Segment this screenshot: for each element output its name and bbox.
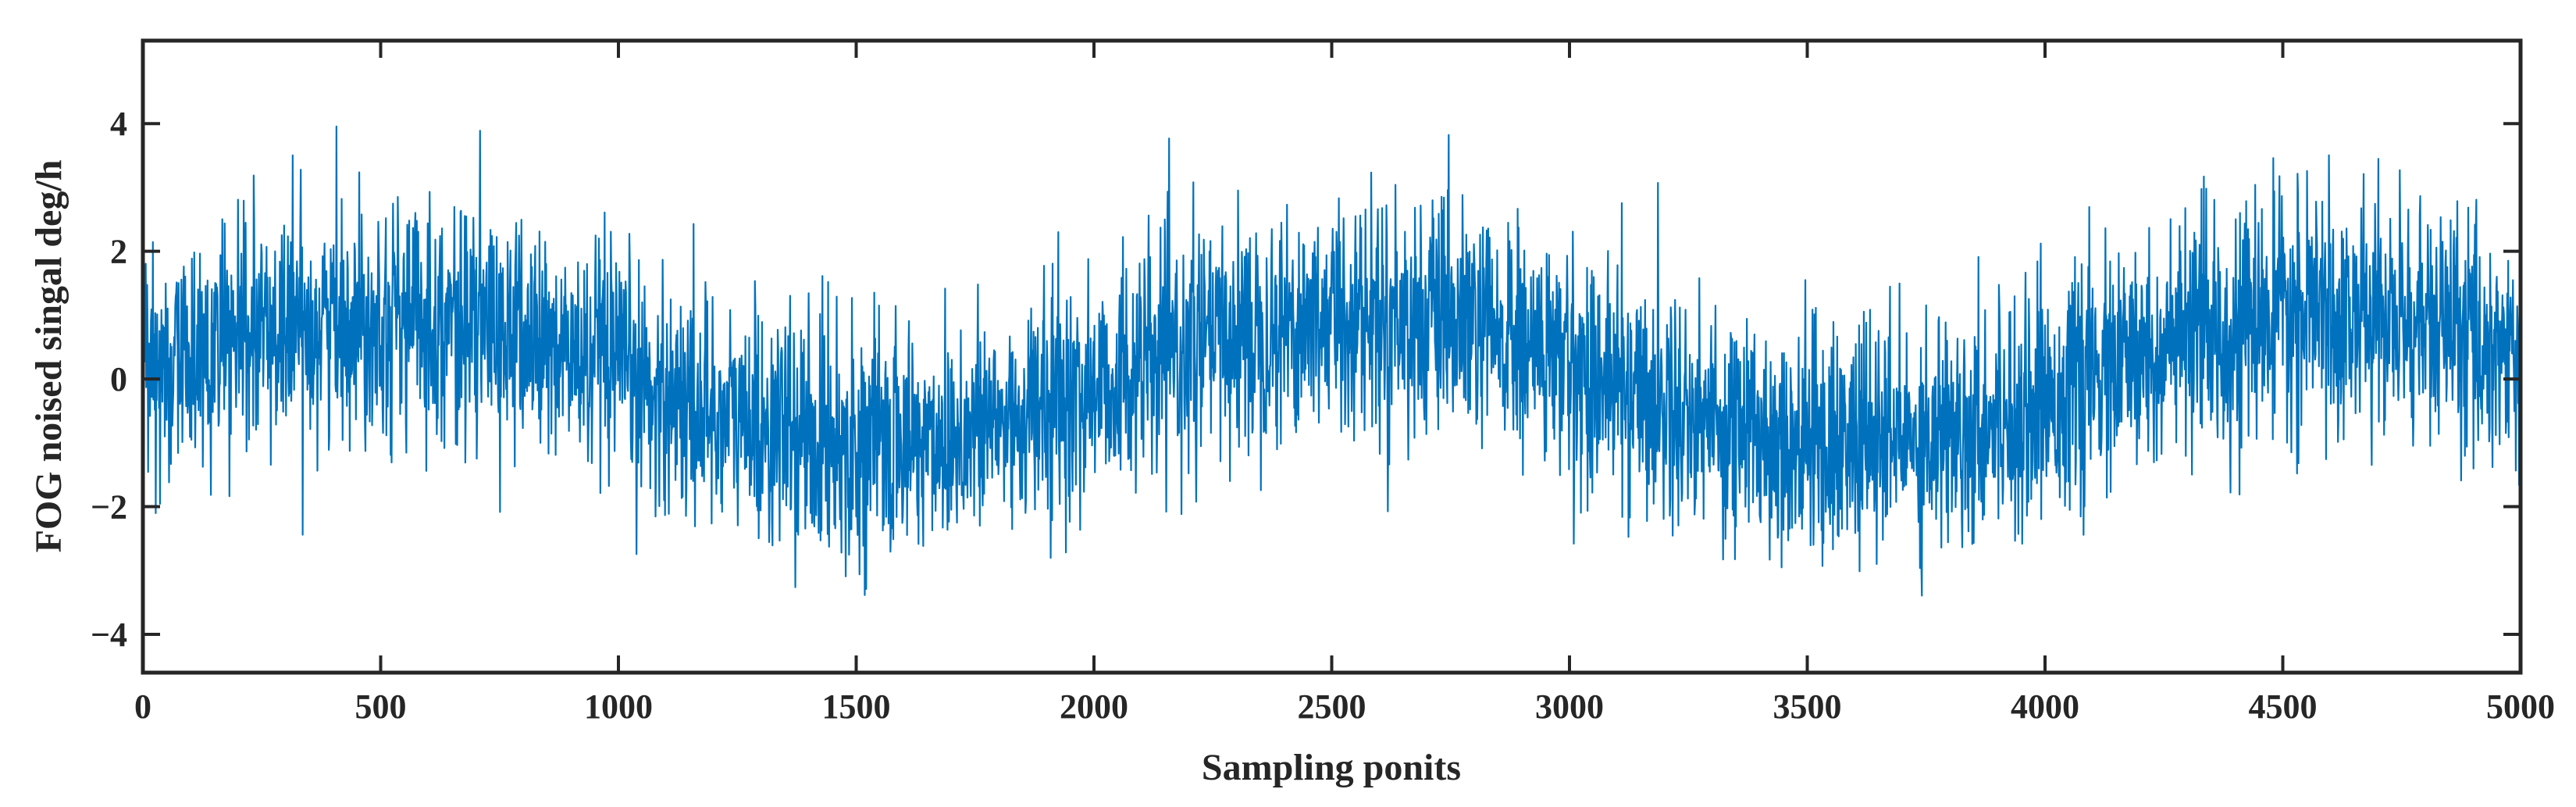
y-tick-label: 4 — [110, 105, 127, 143]
x-tick-label: 0 — [134, 687, 151, 726]
y-tick-label: 2 — [110, 233, 127, 271]
y-tick-label: −2 — [91, 488, 127, 527]
x-tick-label: 3000 — [1535, 687, 1604, 726]
x-axis-ticks: 0 500 1000 1500 2000 2500 3000 3500 4000 4500 5000 — [134, 41, 2555, 726]
x-tick-label: 4500 — [2249, 687, 2318, 726]
series-layer — [142, 125, 2522, 597]
x-tick-label: 2500 — [1298, 687, 1366, 726]
x-tick-label: 1000 — [584, 687, 653, 726]
x-tick-label: 2000 — [1060, 687, 1128, 726]
x-axis-label: Sampling ponits — [1202, 747, 1461, 788]
y-axis-ticks: −4 −2 0 2 4 — [91, 105, 2521, 654]
x-tick-label: 500 — [355, 687, 407, 726]
series-line — [142, 125, 2522, 597]
x-tick-label: 1500 — [822, 687, 891, 726]
y-tick-label: −4 — [91, 616, 127, 654]
x-tick-label: 5000 — [2486, 687, 2555, 726]
x-tick-label: 4000 — [2011, 687, 2079, 726]
y-tick-label: 0 — [110, 360, 127, 398]
x-tick-label: 3500 — [1773, 687, 1842, 726]
y-axis-label: FOG noised singal deg/h — [28, 160, 69, 553]
